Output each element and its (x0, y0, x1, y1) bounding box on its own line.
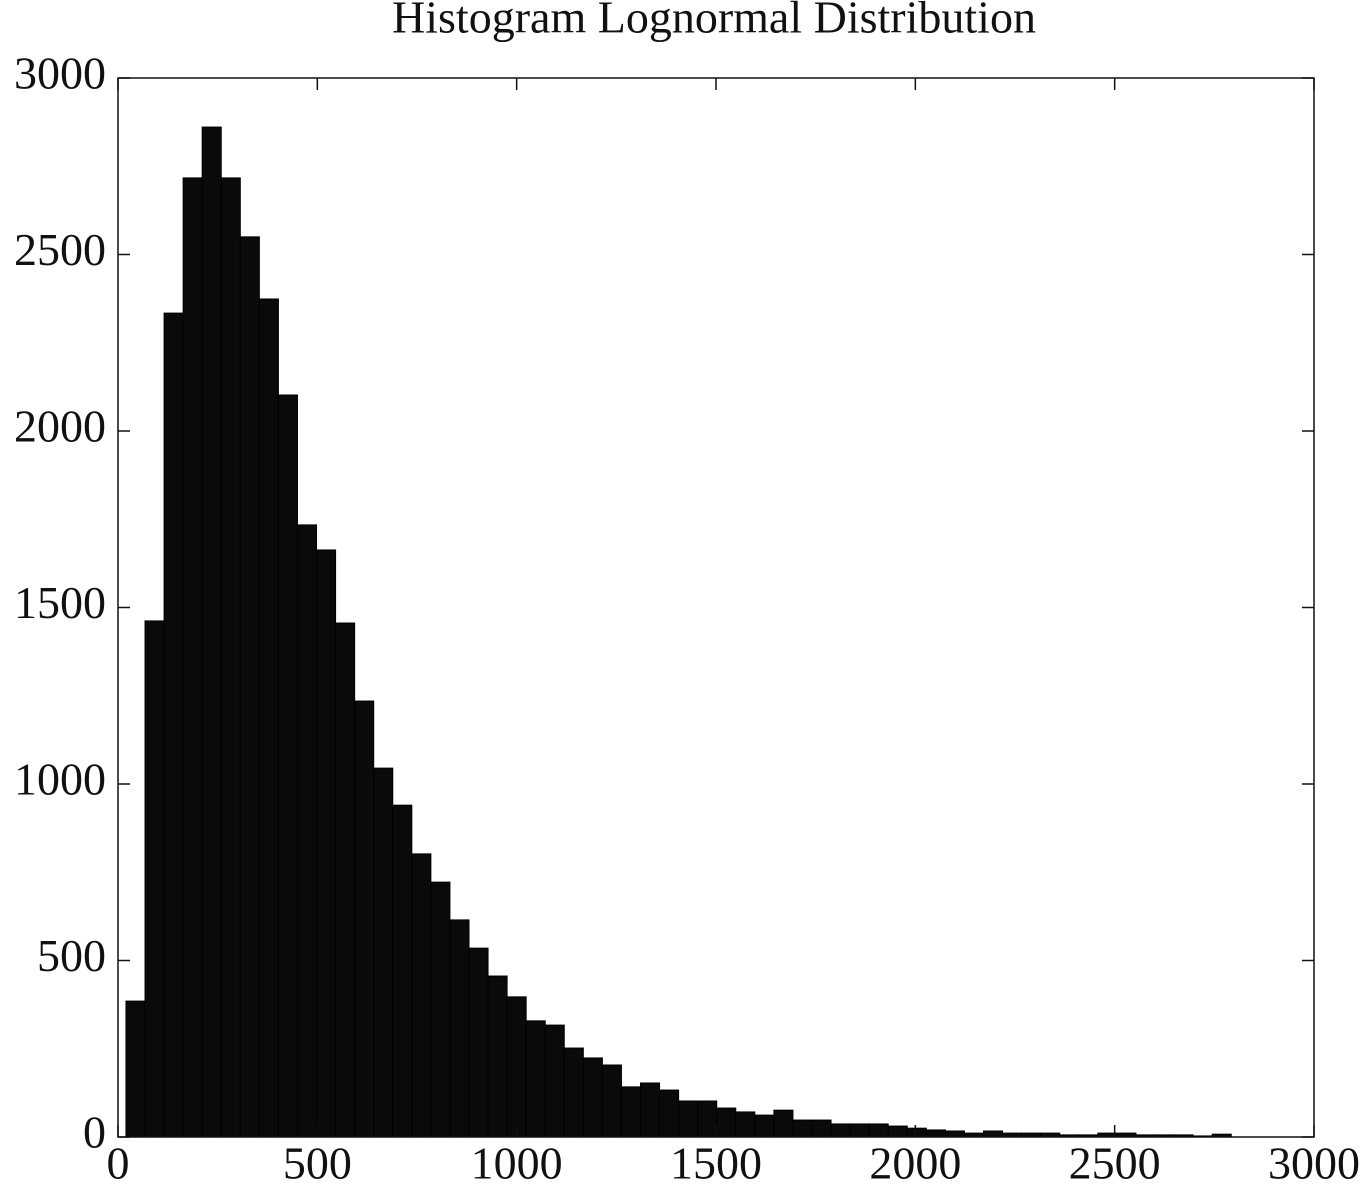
bar (220, 177, 241, 1138)
bar (373, 767, 394, 1138)
bar (563, 1047, 584, 1138)
bar (544, 1024, 565, 1138)
bar (296, 524, 318, 1138)
bar (239, 236, 260, 1138)
bar (277, 394, 298, 1138)
bar (392, 804, 413, 1138)
bar (678, 1100, 699, 1138)
y-tick-label: 2000 (14, 401, 106, 452)
bar (639, 1082, 661, 1138)
x-tick-label: 1000 (471, 1138, 563, 1189)
bar (735, 1111, 756, 1138)
bar (620, 1086, 641, 1138)
bar (792, 1119, 813, 1138)
bar (430, 881, 451, 1138)
bar (944, 1130, 965, 1138)
bar (887, 1125, 908, 1138)
bar (830, 1123, 851, 1138)
bar (506, 996, 527, 1138)
y-tick-label: 0 (83, 1107, 106, 1158)
bar (773, 1109, 794, 1138)
x-tick-label: 2000 (869, 1138, 961, 1189)
bar (411, 853, 432, 1138)
x-tick-label: 1500 (670, 1138, 762, 1189)
x-tick-label: 2500 (1069, 1138, 1161, 1189)
bar (525, 1020, 546, 1138)
bar (449, 919, 470, 1138)
bar (258, 298, 279, 1138)
bar (868, 1123, 889, 1138)
y-tick-label: 1500 (14, 577, 106, 628)
bar (582, 1057, 603, 1138)
x-tick-label: 3000 (1268, 1138, 1360, 1189)
bar (163, 312, 184, 1138)
chart-title: Histogram Lognormal Distribution (392, 0, 1036, 43)
bar (601, 1064, 622, 1138)
bar (697, 1100, 718, 1138)
bar (144, 620, 165, 1138)
bar (925, 1129, 946, 1138)
bar (125, 1000, 146, 1138)
y-tick-label: 500 (37, 930, 106, 981)
bar (811, 1119, 832, 1138)
x-tick-label: 0 (107, 1138, 130, 1189)
bar (659, 1089, 680, 1138)
bar (354, 700, 375, 1138)
bar (335, 622, 356, 1138)
bar (849, 1123, 870, 1138)
bar (754, 1114, 775, 1138)
bar (487, 975, 508, 1138)
bar (716, 1107, 737, 1138)
bar (906, 1127, 927, 1138)
bar (983, 1130, 1004, 1138)
bar (316, 549, 337, 1138)
bar (201, 126, 222, 1138)
x-tick-label: 500 (283, 1138, 352, 1189)
bar (468, 947, 489, 1138)
y-tick-label: 1000 (14, 754, 106, 805)
y-tick-label: 3000 (14, 48, 106, 99)
y-tick-label: 2500 (14, 224, 106, 275)
bar (182, 177, 203, 1138)
